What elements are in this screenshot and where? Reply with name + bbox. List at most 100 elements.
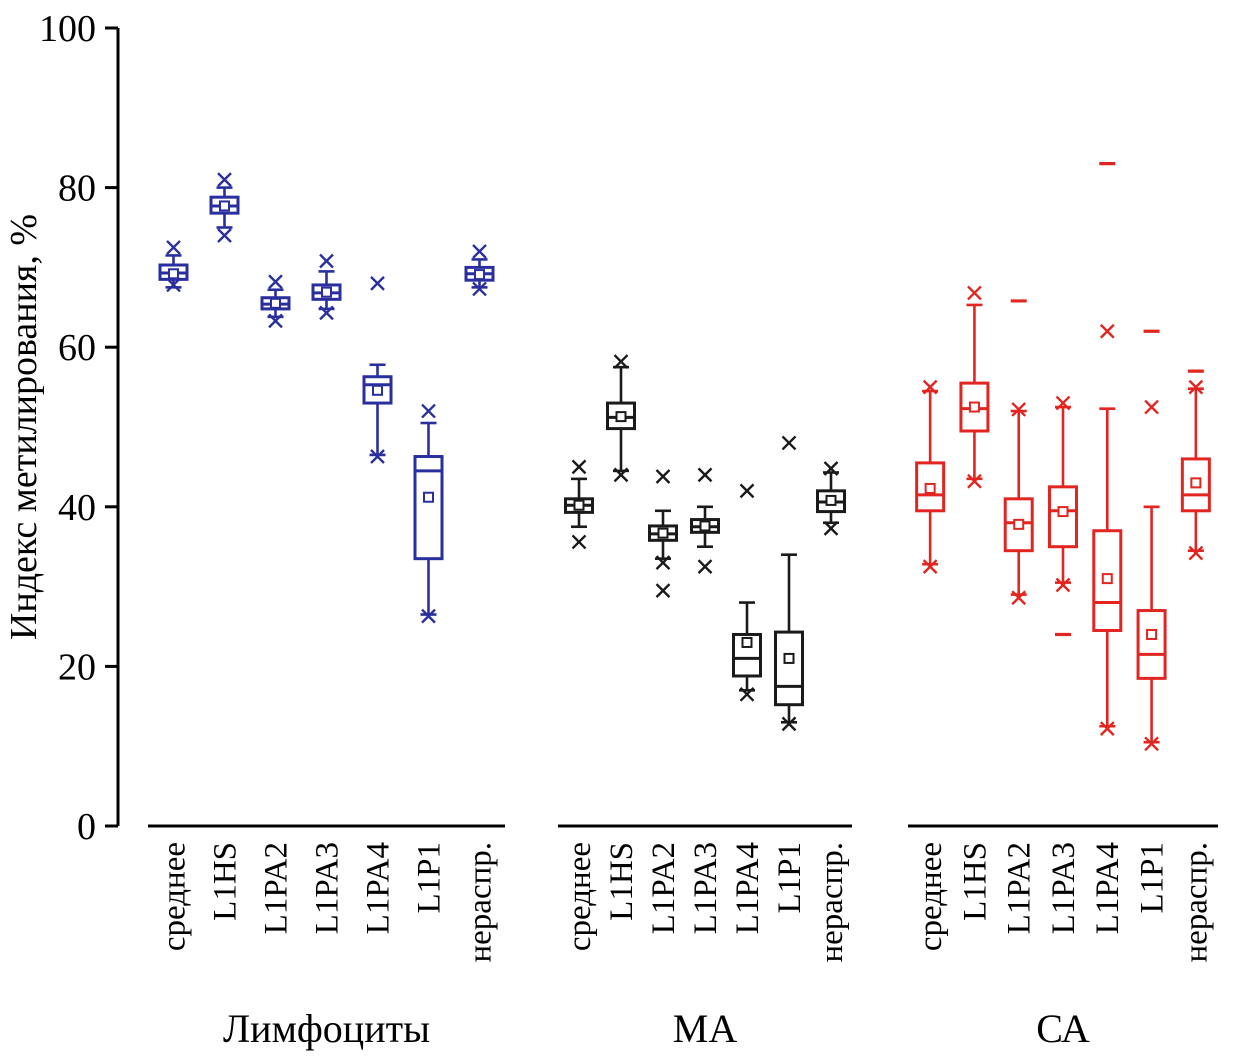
category-label: L1P1 bbox=[772, 842, 808, 914]
box bbox=[732, 632, 762, 678]
y-axis-title: Индекс метилирования, % bbox=[3, 214, 45, 640]
category-label: L1PA3 bbox=[309, 842, 345, 934]
box bbox=[1003, 497, 1034, 553]
y-tick-label: 80 bbox=[58, 168, 96, 210]
mean-marker bbox=[968, 401, 980, 413]
category-label: нераспр. bbox=[462, 842, 498, 963]
y-tick-label: 20 bbox=[58, 646, 96, 688]
y-tick-label: 40 bbox=[58, 487, 96, 529]
box bbox=[1136, 609, 1167, 680]
outlier-cross bbox=[1011, 590, 1027, 606]
mean-marker bbox=[1190, 477, 1202, 489]
mean-marker bbox=[219, 200, 230, 212]
outlier-cross bbox=[1099, 323, 1115, 339]
category-label: L1P1 bbox=[1134, 842, 1170, 914]
category-label: L1PA4 bbox=[730, 842, 766, 934]
outlier-cross bbox=[1099, 721, 1115, 736]
category-label: L1PA2 bbox=[1002, 842, 1038, 934]
category-label: L1HS bbox=[604, 842, 640, 921]
outlier-cross bbox=[823, 520, 839, 536]
outlier-cross bbox=[421, 608, 436, 624]
mean-marker bbox=[270, 297, 281, 309]
mean-marker bbox=[825, 494, 837, 506]
mean-marker bbox=[1057, 506, 1069, 518]
category-label: L1HS bbox=[957, 842, 993, 921]
outlier-cross bbox=[370, 449, 385, 464]
category-label: среднее bbox=[913, 842, 949, 951]
outlier-cross bbox=[1144, 399, 1159, 415]
box bbox=[774, 630, 804, 707]
outlier-cross bbox=[1011, 402, 1027, 417]
category-label: L1HS bbox=[207, 842, 243, 921]
mean-marker bbox=[924, 482, 936, 494]
category-label: нераспр. bbox=[1179, 842, 1215, 963]
category-label: L1PA3 bbox=[1046, 842, 1082, 934]
outlier-cross bbox=[922, 379, 938, 395]
outlier-cross bbox=[472, 244, 487, 259]
outlier-cross bbox=[739, 483, 755, 499]
mean-marker bbox=[573, 499, 585, 511]
mean-marker bbox=[1101, 573, 1113, 585]
box bbox=[362, 375, 393, 405]
outlier-cross bbox=[268, 274, 283, 290]
mean-marker bbox=[657, 527, 669, 539]
outlier-cross bbox=[697, 467, 713, 483]
category-label: среднее bbox=[562, 842, 598, 951]
outlier-cross bbox=[1055, 395, 1071, 411]
outlier-cross bbox=[781, 716, 797, 732]
category-label: L1P1 bbox=[411, 842, 447, 914]
mean-marker bbox=[423, 491, 434, 503]
outlier-cross bbox=[166, 240, 181, 255]
category-label: L1PA3 bbox=[688, 842, 724, 934]
outlier-cross bbox=[1188, 545, 1204, 561]
box bbox=[606, 401, 636, 431]
category-label: L1PA4 bbox=[360, 842, 396, 934]
mean-marker bbox=[1013, 518, 1025, 530]
outlier-cross bbox=[571, 459, 587, 475]
mean-marker bbox=[699, 520, 711, 532]
outlier-cross bbox=[697, 559, 713, 574]
mean-marker bbox=[474, 269, 485, 281]
outlier-cross bbox=[1144, 736, 1159, 752]
outlier-cross bbox=[613, 354, 629, 369]
category-label: среднее bbox=[156, 842, 192, 951]
mean-marker bbox=[321, 286, 332, 298]
outlier-cross bbox=[319, 253, 334, 269]
outlier-cross bbox=[217, 228, 232, 243]
outlier-cross bbox=[166, 277, 181, 293]
y-tick-label: 100 bbox=[39, 8, 96, 50]
outlier-cross bbox=[655, 583, 671, 598]
box bbox=[1048, 485, 1078, 549]
box bbox=[413, 455, 444, 561]
outlier-cross bbox=[655, 555, 671, 571]
mean-marker bbox=[741, 636, 753, 648]
box bbox=[1092, 529, 1123, 632]
outlier-cross bbox=[421, 403, 436, 419]
mean-marker bbox=[372, 384, 383, 396]
mean-marker bbox=[1146, 628, 1158, 640]
group-label: Лимфоциты bbox=[223, 1006, 430, 1051]
outlier-cross bbox=[823, 461, 839, 476]
mean-marker bbox=[168, 268, 179, 280]
outlier-cross bbox=[967, 473, 982, 489]
box bbox=[1180, 457, 1211, 513]
y-tick-label: 0 bbox=[77, 806, 96, 848]
outlier-cross bbox=[613, 467, 629, 483]
outlier-cross bbox=[268, 313, 283, 329]
outlier-cross bbox=[655, 469, 671, 484]
mean-marker bbox=[783, 652, 795, 664]
group-label: СА bbox=[1036, 1006, 1090, 1051]
outlier-cross bbox=[370, 276, 385, 291]
outlier-cross bbox=[1188, 379, 1204, 395]
outlier-cross bbox=[781, 435, 797, 451]
category-label: L1PA4 bbox=[1090, 842, 1126, 934]
category-label: нераспр. bbox=[814, 842, 850, 963]
box bbox=[915, 461, 946, 513]
outlier-cross bbox=[967, 285, 982, 301]
outlier-cross bbox=[319, 305, 334, 321]
outlier-cross bbox=[472, 281, 487, 297]
outlier-cross bbox=[571, 534, 587, 550]
category-label: L1PA2 bbox=[646, 842, 682, 934]
